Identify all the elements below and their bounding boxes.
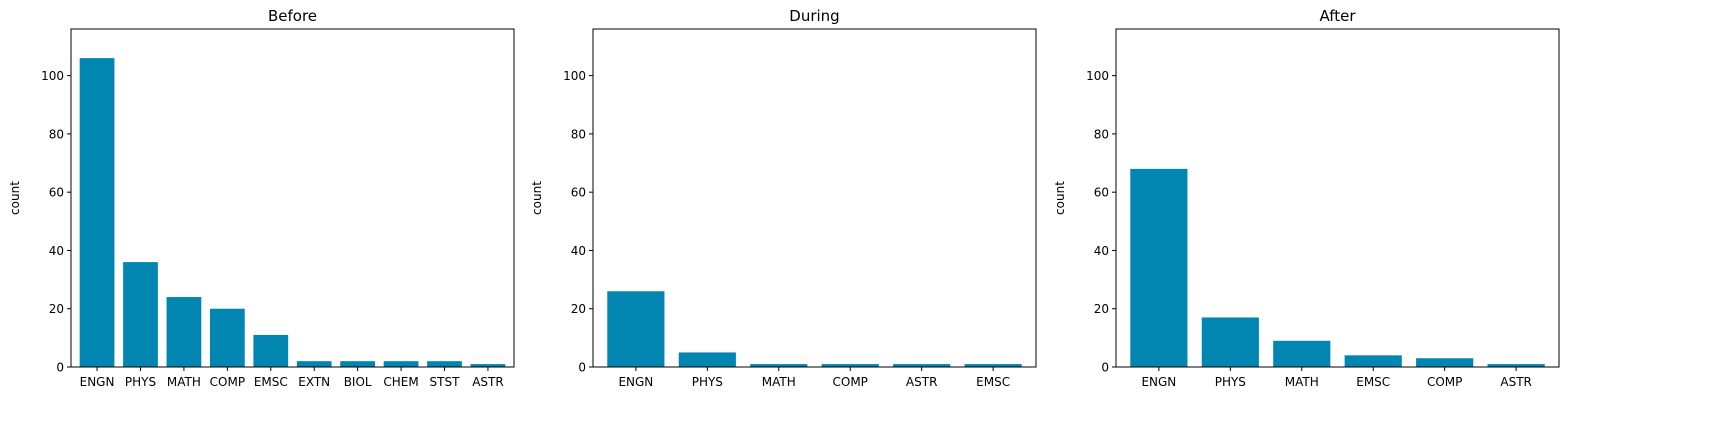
bar-stst <box>427 361 462 367</box>
x-tick-label: ASTR <box>1500 375 1532 389</box>
y-axis-label: count <box>530 181 544 215</box>
chart-panel-before: ENGN PHYS MATH COMP EMSC EXTN BIOL CHEM STST ASTR… <box>8 7 515 389</box>
bar-engn <box>607 291 665 367</box>
bar-chem <box>383 361 419 367</box>
bar-astr <box>893 364 951 367</box>
bar-emsc <box>253 334 289 367</box>
y-tick-label: 80 <box>571 127 586 141</box>
y-tick-label: 60 <box>571 186 586 200</box>
bar-math <box>750 364 808 367</box>
chart-panel-after: ENGN PHYS MATH EMSC COMP ASTR 0 20 40 60 80 100 Afte… <box>1053 7 1560 389</box>
x-tick-label: COMP <box>833 375 868 389</box>
x-tick-label: PHYS <box>692 375 723 389</box>
x-tick-label: ENGN <box>1141 375 1176 389</box>
y-tick-label: 20 <box>571 302 586 316</box>
y-tick-label: 60 <box>49 186 64 200</box>
y-tick-label: 100 <box>1086 69 1109 83</box>
chart-panel-during: ENGN PHYS MATH COMP ASTR EMSC 0 20 40 60 80 100 Duri… <box>530 7 1037 389</box>
y-tick-label: 0 <box>56 361 64 375</box>
chart-title: After <box>1319 7 1356 25</box>
y-axis-label: count <box>8 181 22 215</box>
axes-frame <box>70 28 515 368</box>
x-tick-label: ASTR <box>906 375 938 389</box>
y-tick-label: 100 <box>563 69 586 83</box>
chart-title: Before <box>268 7 317 25</box>
y-tick-label: 40 <box>571 244 586 258</box>
x-tick-label: EXTN <box>298 375 330 389</box>
y-tick-label: 20 <box>1094 302 1109 316</box>
y-tick-label: 80 <box>1094 127 1109 141</box>
bar-engn <box>79 58 115 367</box>
y-tick-label: 60 <box>1094 186 1109 200</box>
bar-biol <box>340 361 376 367</box>
bar-extn <box>296 361 332 367</box>
bar-emsc <box>1344 355 1402 367</box>
y-tick-label: 40 <box>49 244 64 258</box>
x-tick-label: EMSC <box>1356 375 1390 389</box>
x-tick-label: EMSC <box>976 375 1010 389</box>
y-tick-label: 80 <box>49 127 64 141</box>
bar-engn <box>1130 168 1188 367</box>
bar-emsc <box>964 364 1022 367</box>
bar-phys <box>1201 317 1259 367</box>
y-axis-label: count <box>1053 181 1067 215</box>
x-tick-label: PHYS <box>125 375 156 389</box>
x-tick-label: EMSC <box>254 375 288 389</box>
y-tick-label: 0 <box>1101 361 1109 375</box>
axes-frame <box>592 28 1037 368</box>
y-tick-label: 0 <box>578 361 586 375</box>
x-tick-label: CHEM <box>383 375 418 389</box>
x-tick-label: ASTR <box>472 375 504 389</box>
x-tick-label: MATH <box>1285 375 1319 389</box>
bar-phys <box>678 352 736 367</box>
axes-frame <box>1115 28 1560 368</box>
bar-math <box>1273 340 1331 367</box>
bar-comp <box>821 364 879 367</box>
bar-math <box>166 297 202 367</box>
x-tick-label: COMP <box>210 375 245 389</box>
x-tick-label: ENGN <box>80 375 115 389</box>
y-tick-label: 20 <box>49 302 64 316</box>
bar-comp <box>209 308 245 367</box>
x-tick-label: PHYS <box>1215 375 1246 389</box>
bar-astr <box>1487 364 1545 367</box>
x-tick-label: BIOL <box>344 375 372 389</box>
x-tick-label: COMP <box>1427 375 1462 389</box>
x-tick-label: MATH <box>762 375 796 389</box>
bar-comp <box>1416 358 1474 367</box>
x-tick-label: ENGN <box>618 375 653 389</box>
bar-astr <box>470 364 506 367</box>
x-tick-label: STST <box>430 375 461 389</box>
bar-phys <box>123 262 158 367</box>
y-tick-label: 40 <box>1094 244 1109 258</box>
y-tick-label: 100 <box>41 69 64 83</box>
x-tick-label: MATH <box>167 375 201 389</box>
chart-title: During <box>789 7 839 25</box>
